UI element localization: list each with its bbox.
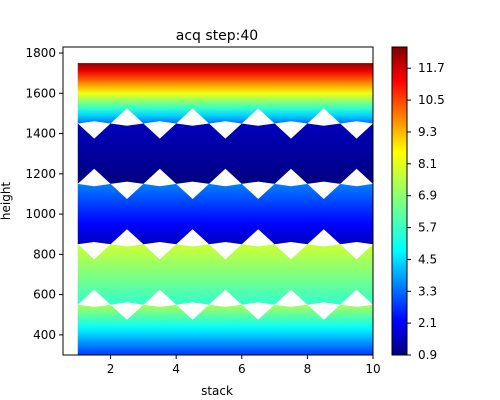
- contour-gap: [274, 289, 308, 307]
- x-tick-label: 4: [172, 362, 180, 376]
- x-axis-label: stack: [201, 384, 233, 398]
- contour-gap: [209, 121, 242, 139]
- colorbar-tick-label: 4.5: [418, 252, 437, 266]
- contour-gap: [241, 181, 275, 199]
- contour-gap: [274, 242, 308, 260]
- contour-gap: [110, 229, 144, 247]
- colorbar: 0.9 2.1 3.3 4.5 5.7 6.9 8.1 9.3 10.5 11.7: [391, 46, 445, 362]
- x-tick-label: 8: [304, 362, 312, 376]
- contour-gap: [209, 242, 242, 260]
- contour-gap: [143, 121, 177, 139]
- colorbar-tick-label: 6.9: [418, 189, 437, 203]
- x-tick-label: 6: [238, 362, 246, 376]
- contour-gap: [110, 181, 144, 199]
- colorbar-tick-label: 3.3: [418, 284, 437, 298]
- contour-gap: [307, 302, 341, 320]
- colorbar-tick-label: 11.7: [418, 61, 445, 75]
- y-axis-label: height: [0, 182, 13, 221]
- contour-gap: [77, 168, 111, 187]
- colorbar-tick-label: 8.1: [418, 157, 437, 171]
- contour-gap: [209, 289, 242, 307]
- contour-gap: [241, 108, 275, 126]
- x-tick-label: 10: [365, 362, 380, 376]
- colorbar-tick-label: 0.9: [418, 348, 437, 362]
- contour-gap: [340, 242, 373, 260]
- y-tick-label: 1600: [25, 86, 56, 100]
- contour-gap: [143, 289, 177, 307]
- contour-gap: [176, 108, 209, 126]
- colorbar-tick-label: 2.1: [418, 316, 437, 330]
- contour-gap: [110, 108, 144, 126]
- x-tick-label: 2: [107, 362, 115, 376]
- contour-gap: [274, 121, 308, 139]
- plot-area: 2 4 6 8 10 400 600 800 1000 1200 1400 1600 1800: [25, 46, 380, 376]
- contour-gap: [143, 242, 177, 260]
- contour-gap: [307, 229, 341, 247]
- y-tick-label: 1200: [25, 167, 56, 181]
- contour-gap: [176, 181, 209, 199]
- contour-gap: [307, 181, 341, 199]
- colorbar-gradient: [391, 46, 408, 356]
- y-tick-label: 1000: [25, 207, 56, 221]
- colorbar-ticks: 0.9 2.1 3.3 4.5 5.7 6.9 8.1 9.3 10.5 11.7: [407, 61, 445, 362]
- chart-title: acq step:40: [176, 28, 258, 44]
- contour-gap: [274, 168, 308, 187]
- y-axis-ticks: 400 600 800 1000 1200 1400 1600 1800: [25, 46, 63, 342]
- contour-gap: [77, 121, 111, 139]
- contour-gap: [241, 229, 275, 247]
- y-tick-label: 800: [33, 247, 56, 261]
- contour-gaps: [77, 108, 373, 320]
- contour-gap: [77, 289, 111, 307]
- x-axis-ticks: 2 4 6 8 10: [107, 355, 381, 376]
- contour-gap: [176, 302, 209, 320]
- contour-gap: [241, 302, 275, 320]
- y-tick-label: 600: [33, 288, 56, 302]
- contour-gap: [176, 229, 209, 247]
- contour-gap: [340, 289, 373, 307]
- contour-gap: [307, 108, 341, 126]
- colorbar-tick-label: 10.5: [418, 93, 445, 107]
- contour-gap: [143, 168, 177, 187]
- colorbar-tick-label: 9.3: [418, 125, 437, 139]
- y-tick-label: 1800: [25, 46, 56, 60]
- contour-gap: [77, 242, 111, 260]
- colorbar-tick-label: 5.7: [418, 221, 437, 235]
- contour-gap: [340, 168, 373, 187]
- y-tick-label: 400: [33, 328, 56, 342]
- contour-gap: [340, 121, 373, 139]
- contour-gap: [209, 168, 242, 187]
- y-tick-label: 1400: [25, 127, 56, 141]
- contour-gap: [110, 302, 144, 320]
